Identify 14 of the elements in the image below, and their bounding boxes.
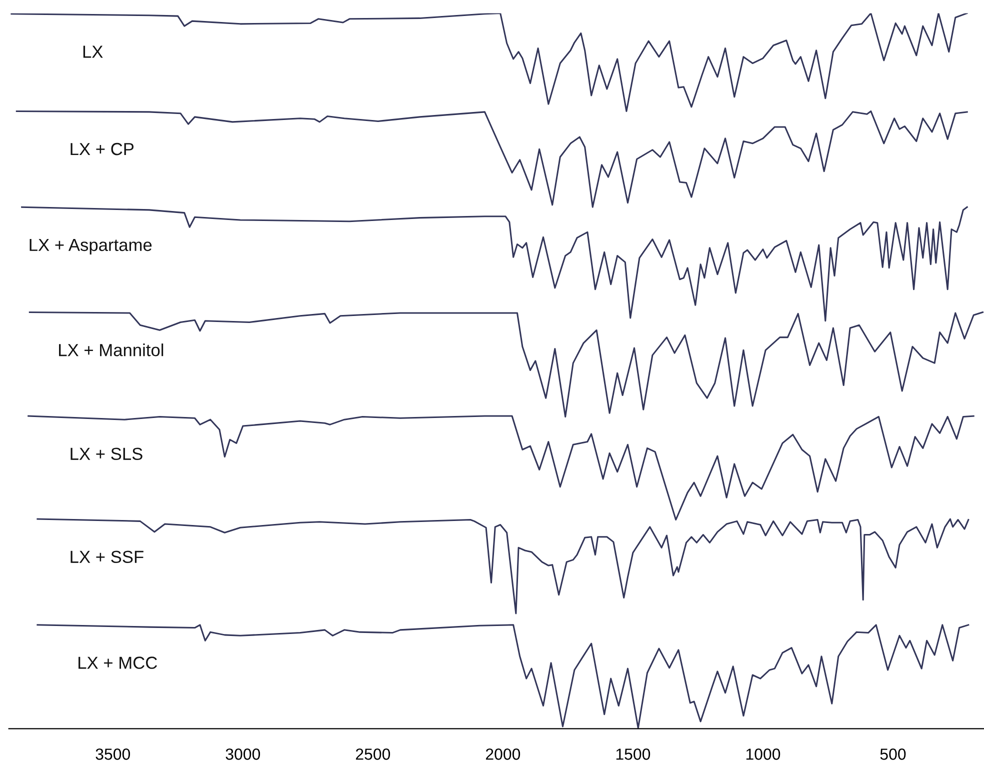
series-label: LX + SLS — [70, 448, 142, 460]
series-label: LX + SSF — [70, 550, 144, 564]
series-label: LX + MCC — [78, 656, 158, 669]
x-tick-label: 3000 — [226, 748, 260, 760]
x-tick-label: 1500 — [616, 748, 650, 760]
x-tick-label: 1000 — [746, 748, 780, 760]
series-label: LX + Mannitol — [59, 344, 164, 356]
x-tick-label: 3500 — [96, 748, 130, 760]
series-label: LX + Aspartame — [30, 238, 152, 255]
series-label: LX — [83, 46, 103, 58]
x-tick-label: 500 — [880, 748, 906, 760]
x-tick-label: 2500 — [356, 748, 390, 760]
series-label: LX + CP — [70, 142, 134, 156]
x-tick-label: 2000 — [486, 748, 520, 760]
